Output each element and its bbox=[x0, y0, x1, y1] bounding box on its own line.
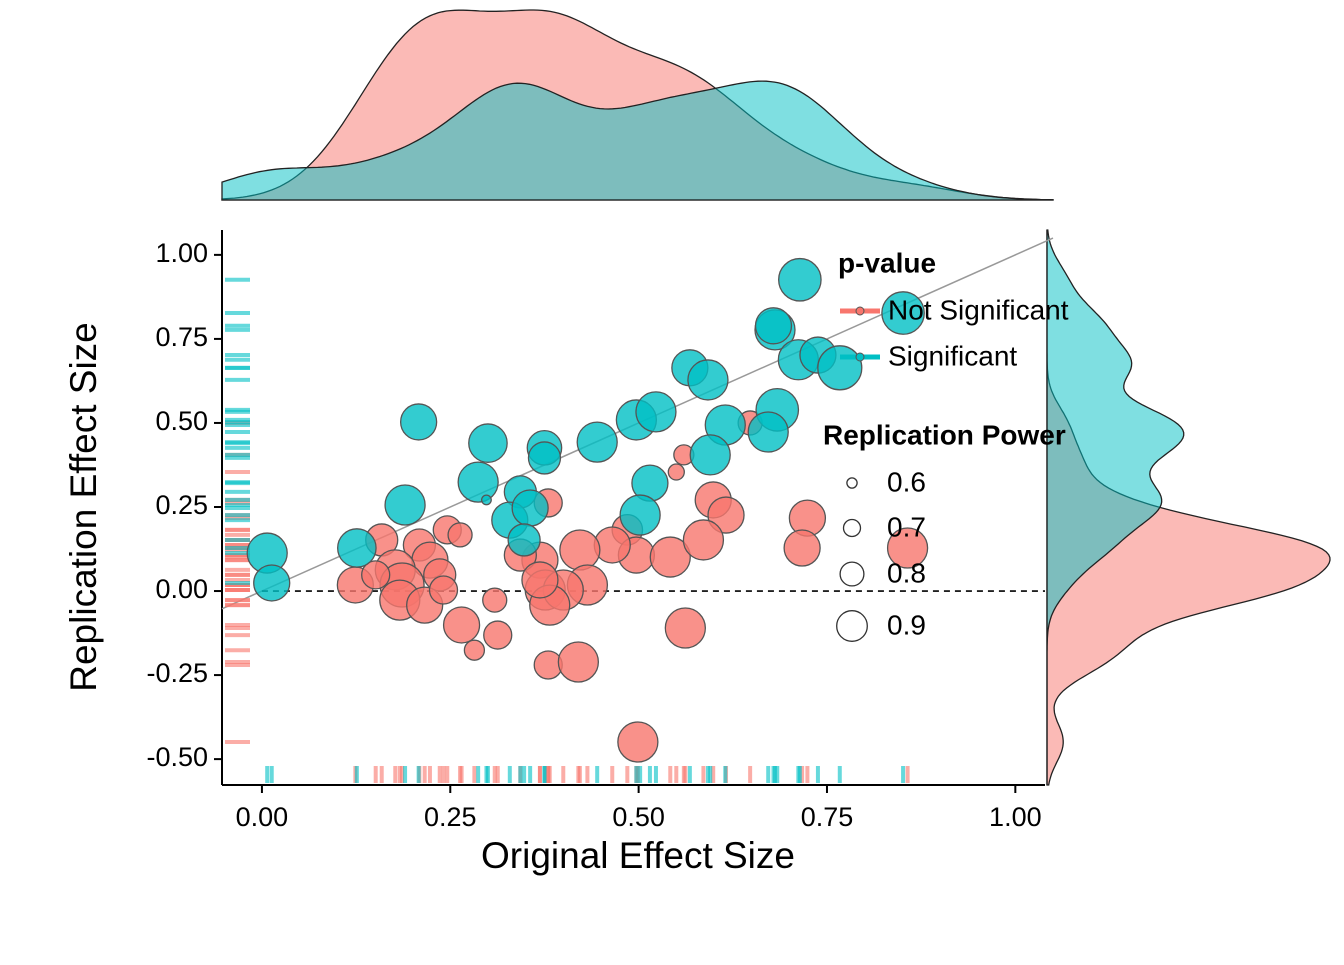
y-axis-title: Replication Effect Size bbox=[63, 322, 104, 692]
point bbox=[619, 494, 661, 536]
point bbox=[253, 564, 291, 602]
point bbox=[557, 641, 600, 683]
x-tick-label: 0.50 bbox=[612, 802, 665, 832]
point bbox=[447, 522, 473, 548]
y-tick-label: 0.00 bbox=[155, 574, 208, 604]
y-tick-label: 0.75 bbox=[155, 322, 208, 352]
point bbox=[817, 345, 863, 391]
size-label: 0.7 bbox=[887, 511, 926, 542]
point bbox=[617, 721, 659, 763]
size-key bbox=[842, 518, 862, 538]
point bbox=[527, 441, 562, 475]
x-axis-title: Original Effect Size bbox=[481, 835, 795, 876]
point bbox=[576, 421, 618, 463]
legend-title: p-value bbox=[838, 247, 936, 278]
point bbox=[881, 291, 925, 335]
legend-key-point bbox=[855, 352, 865, 362]
point bbox=[754, 307, 793, 345]
y-tick-label: 0.50 bbox=[155, 406, 208, 436]
point bbox=[664, 607, 706, 649]
legend-label: Significant bbox=[888, 340, 1017, 371]
point bbox=[361, 560, 391, 590]
legend-label: Not Significant bbox=[888, 294, 1069, 325]
top-density bbox=[221, 80, 1054, 201]
point bbox=[778, 257, 822, 302]
y-tick-label: -0.25 bbox=[146, 658, 208, 688]
size-key bbox=[836, 610, 868, 642]
point bbox=[687, 359, 729, 401]
point bbox=[480, 494, 492, 506]
x-tick-label: 0.25 bbox=[424, 802, 477, 832]
size-label: 0.8 bbox=[887, 557, 926, 588]
legend-key-point bbox=[855, 306, 865, 316]
point bbox=[483, 620, 513, 650]
point bbox=[682, 519, 725, 561]
size-legend-title: Replication Power bbox=[823, 419, 1066, 450]
point bbox=[521, 561, 559, 599]
y-tick-label: 1.00 bbox=[155, 238, 208, 268]
point bbox=[507, 523, 541, 557]
point bbox=[337, 528, 377, 568]
point bbox=[649, 536, 691, 578]
point bbox=[783, 529, 821, 567]
right-density bbox=[1046, 229, 1185, 785]
point bbox=[468, 423, 508, 463]
point bbox=[463, 639, 486, 661]
point bbox=[635, 391, 677, 433]
point bbox=[384, 484, 426, 526]
size-label: 0.6 bbox=[887, 466, 926, 497]
x-tick-label: 0.75 bbox=[801, 802, 854, 832]
point bbox=[559, 529, 601, 571]
size-key bbox=[839, 561, 865, 587]
point bbox=[886, 527, 929, 569]
point bbox=[667, 463, 685, 481]
point bbox=[707, 496, 745, 534]
point bbox=[457, 461, 499, 503]
point bbox=[482, 587, 508, 613]
point bbox=[689, 434, 731, 476]
size-label: 0.9 bbox=[887, 609, 926, 640]
point bbox=[747, 411, 789, 453]
x-tick-label: 0.00 bbox=[236, 802, 289, 832]
size-key bbox=[846, 477, 858, 489]
point bbox=[442, 606, 481, 644]
point bbox=[511, 489, 549, 527]
y-tick-label: -0.50 bbox=[146, 742, 208, 772]
point bbox=[428, 575, 459, 605]
x-tick-label: 1.00 bbox=[989, 802, 1042, 832]
y-tick-label: 0.25 bbox=[155, 490, 208, 520]
point bbox=[399, 403, 438, 441]
